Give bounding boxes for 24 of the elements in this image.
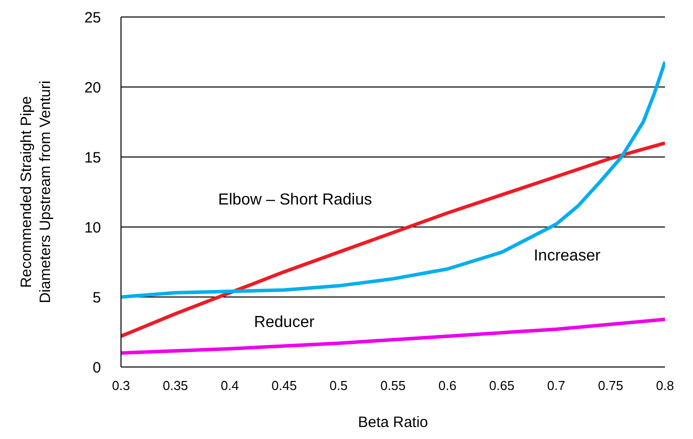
x-axis-title: Beta Ratio xyxy=(358,414,428,431)
y-tick-label: 5 xyxy=(92,289,101,306)
x-tick-label: 0.7 xyxy=(547,378,566,394)
x-tick-label: 0.6 xyxy=(438,378,456,394)
series-label: Increaser xyxy=(534,248,602,265)
x-tick-label: 0.45 xyxy=(272,378,297,394)
x-tick-label: 0.65 xyxy=(489,378,514,394)
x-tick-label: 0.8 xyxy=(656,378,674,394)
line-series xyxy=(121,141,665,338)
series-label: Elbow – Short Radius xyxy=(218,192,372,209)
x-tick-label: 0.5 xyxy=(330,378,348,394)
y-tick-label: 25 xyxy=(84,9,101,26)
x-tick-label: 0.4 xyxy=(220,378,239,394)
y-axis-title: Recommended Straight Pipe Diameters Upstream from Venturi xyxy=(17,80,55,304)
x-tick-label: 0.55 xyxy=(380,378,406,394)
x-tick-label: 0.75 xyxy=(598,378,624,394)
x-tick-label: 0.35 xyxy=(162,378,188,394)
y-tick-label: 0 xyxy=(92,359,101,376)
x-tick-label: 0.3 xyxy=(112,378,130,394)
line-series xyxy=(121,60,665,299)
y-tick-label: 10 xyxy=(84,219,101,236)
y-tick-label: 15 xyxy=(84,149,101,166)
series-label: Reducer xyxy=(254,314,316,332)
y-tick-label: 20 xyxy=(84,79,101,96)
